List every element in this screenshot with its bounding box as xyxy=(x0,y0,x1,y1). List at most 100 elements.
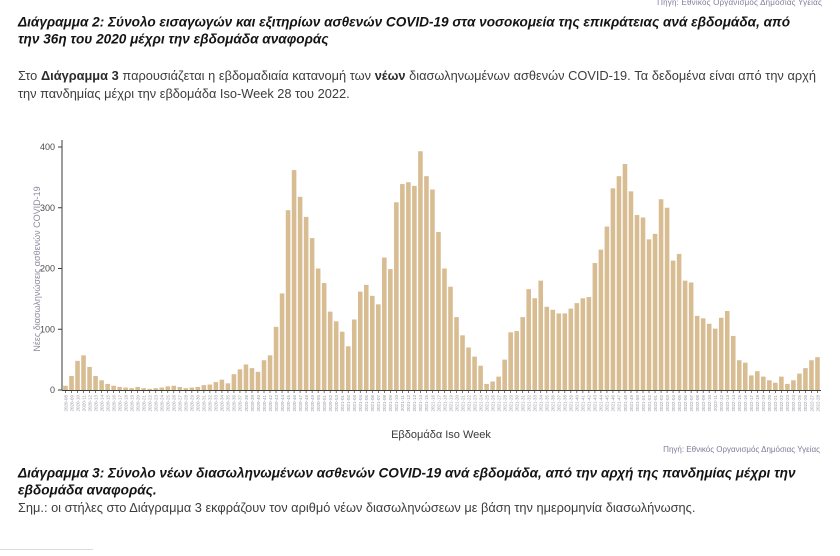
bar-week-2021-45 xyxy=(604,226,610,390)
bar-week-2021-04 xyxy=(357,291,363,390)
bar-week-2020-26 xyxy=(171,385,177,390)
bar-week-2021-02 xyxy=(345,346,351,390)
bar-week-2020-38 xyxy=(243,364,249,391)
bar-week-2022-18 xyxy=(755,371,760,390)
bar-week-2022-24 xyxy=(791,380,796,390)
bar-week-2022-20 xyxy=(767,380,772,390)
bar-week-2020-18 xyxy=(123,387,128,390)
x-tick-label: 2021-33 xyxy=(533,395,538,412)
x-tick-label: 2020-20 xyxy=(135,395,140,412)
bar-week-2022-22 xyxy=(779,376,784,390)
x-tick-label: 2021-10 xyxy=(394,395,399,412)
x-tick-label: 2021-01 xyxy=(340,395,345,412)
x-tick-label: 2020-23 xyxy=(154,395,159,412)
bar-week-2020-29 xyxy=(189,387,195,390)
x-tick-label: 2021-11 xyxy=(400,395,405,412)
x-tick-label: 2021-43 xyxy=(593,395,598,412)
bar-week-2021-24 xyxy=(478,365,483,390)
bar-week-2020-12 xyxy=(87,366,92,390)
bar-week-2021-12 xyxy=(406,182,411,390)
x-tick-label: 2020-17 xyxy=(117,395,122,412)
bar-week-2020-44 xyxy=(279,293,285,390)
bar-week-2022-28 xyxy=(815,357,820,390)
bar-week-2021-46 xyxy=(610,188,616,390)
bar-week-2021-42 xyxy=(586,297,592,390)
intro-bold-new: νέων xyxy=(374,68,406,83)
bar-week-2021-05 xyxy=(363,284,369,390)
x-tick-label: 2021-36 xyxy=(551,395,556,412)
bar-week-2021-51 xyxy=(640,217,646,390)
bar-week-2021-22 xyxy=(466,347,471,390)
x-tick-label: 2022-15 xyxy=(737,395,742,412)
svg-text:400: 400 xyxy=(40,142,55,152)
x-tick-label: 2020-34 xyxy=(220,395,225,412)
bottom-divider xyxy=(0,549,93,550)
bar-week-2021-23 xyxy=(472,356,477,390)
x-tick-label: 2020-29 xyxy=(190,395,195,412)
bar-week-2021-14 xyxy=(418,151,423,390)
svg-text:0: 0 xyxy=(50,385,55,395)
bar-week-2022-27 xyxy=(809,360,814,390)
x-tick-label: 2020-36 xyxy=(232,395,237,412)
bar-week-2020-37 xyxy=(237,369,243,390)
intro-text-post: διασωληνωμένων ασθενών COVID-19. Τα δεδο… xyxy=(18,68,816,101)
bar-week-2021-44 xyxy=(598,249,604,390)
x-tick-label: 2020-16 xyxy=(111,395,116,412)
bar-week-2021-09 xyxy=(388,269,393,390)
bar-week-2020-33 xyxy=(213,382,219,390)
x-tick-label: 2021-42 xyxy=(587,395,592,412)
x-tick-label: 2020-45 xyxy=(286,395,291,412)
x-tick-label: 2021-52 xyxy=(647,395,652,412)
x-tick-label: 2022-05 xyxy=(677,395,682,412)
x-tick-label: 2022-28 xyxy=(815,395,820,412)
bar-week-2021-08 xyxy=(382,257,387,390)
x-tick-label: 2020-44 xyxy=(280,395,285,412)
bar-week-2020-34 xyxy=(219,379,225,390)
bar-week-2021-47 xyxy=(616,176,622,390)
x-tick-label: 2021-27 xyxy=(496,395,501,412)
bar-week-2020-46 xyxy=(291,170,297,390)
x-tick-label: 2020-38 xyxy=(244,395,249,412)
x-tick-label: 2021-19 xyxy=(448,395,453,412)
x-tick-label: 2021-30 xyxy=(514,395,519,412)
bar-week-2021-33 xyxy=(532,298,538,390)
x-tick-label: 2021-16 xyxy=(430,395,435,412)
bar-week-2020-21 xyxy=(141,388,146,390)
x-tick-label: 2021-12 xyxy=(406,395,411,412)
bar-week-2021-32 xyxy=(526,289,531,390)
x-tick-label: 2020-12 xyxy=(87,395,92,412)
x-tick-label: 2020-52 xyxy=(328,395,333,412)
bar-week-2022-01 xyxy=(652,233,658,390)
x-tick-label: 2022-10 xyxy=(707,395,712,412)
x-tick-label: 2021-38 xyxy=(563,395,568,412)
bar-week-2021-34 xyxy=(538,280,544,390)
bar-week-2021-30 xyxy=(514,331,519,390)
bar-week-2020-10 xyxy=(75,360,80,390)
bar-week-2020-35 xyxy=(225,383,231,390)
x-tick-label: 2020-18 xyxy=(123,395,128,412)
svg-text:300: 300 xyxy=(40,203,55,213)
bar-week-2022-13 xyxy=(724,311,730,390)
bar-week-2021-38 xyxy=(562,313,568,390)
x-tick-label: 2020-30 xyxy=(196,395,201,412)
bar-week-2021-31 xyxy=(520,317,525,390)
x-tick-label: 2021-20 xyxy=(454,395,459,412)
x-tick-label: 2020-40 xyxy=(256,395,261,412)
bar-week-2021-21 xyxy=(460,335,465,390)
bar-week-2022-17 xyxy=(749,375,754,390)
x-tick-label: 2022-11 xyxy=(713,395,718,412)
bar-week-2020-24 xyxy=(159,387,165,390)
x-tick-label: 2021-24 xyxy=(478,395,483,412)
x-tick-label: 2020-24 xyxy=(160,395,165,412)
x-tick-label: 2020-43 xyxy=(274,395,279,412)
x-tick-label: 2022-06 xyxy=(683,395,688,412)
bar-week-2022-09 xyxy=(700,318,706,390)
x-tick-label: 2020-49 xyxy=(310,395,315,412)
bar-week-2022-11 xyxy=(712,328,718,390)
bar-week-2020-41 xyxy=(261,360,267,390)
diagram3-caption: Διάγραμμα 3: Σύνολο νέων διασωληνωμένων … xyxy=(18,465,796,498)
x-tick-label: 2021-32 xyxy=(527,395,532,412)
bar-week-2022-04 xyxy=(670,260,676,390)
x-tick-label: 2022-24 xyxy=(791,395,796,412)
x-tick-label: 2021-37 xyxy=(557,395,562,412)
